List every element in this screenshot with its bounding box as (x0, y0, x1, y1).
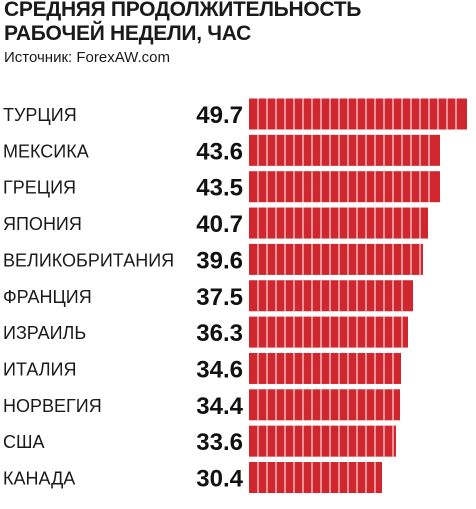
bar (249, 462, 382, 493)
bar (249, 171, 440, 203)
bar (249, 243, 423, 275)
value-label: 33.6 (196, 429, 243, 456)
value-label: 30.4 (196, 466, 243, 493)
chart-title: СРЕДНЯЯ ПРОДОЛЖИТЕЛЬНОСТЬ РАБОЧЕЙ НЕДЕЛИ… (4, 0, 361, 46)
value-label: 39.6 (196, 247, 243, 274)
bar (249, 98, 467, 130)
value-label: 49.7 (196, 102, 243, 129)
category-label: ЯПОНИЯ (3, 214, 82, 234)
category-label: ТУРЦИЯ (3, 105, 77, 125)
chart-source: Источник: ForexAW.com (4, 49, 170, 66)
value-label: 43.5 (196, 175, 243, 202)
category-label: КАНАДА (3, 469, 75, 489)
category-label: МЕКСИКА (3, 141, 89, 161)
category-label: США (3, 432, 45, 452)
bar (249, 352, 401, 384)
chart-title-line-1: СРЕДНЯЯ ПРОДОЛЖИТЕЛЬНОСТЬ (4, 0, 362, 21)
chart-title-line-2: РАБОЧЕЙ НЕДЕЛИ, ЧАС (4, 22, 251, 45)
bar (249, 389, 400, 421)
value-label: 34.6 (196, 356, 243, 383)
category-label: НОРВЕГИЯ (3, 396, 102, 416)
value-label: 43.6 (196, 138, 243, 165)
value-label: 34.4 (196, 393, 243, 420)
bar (249, 134, 440, 166)
category-label: ФРАНЦИЯ (3, 287, 92, 307)
category-label: ИТАЛИЯ (3, 359, 77, 379)
bar (249, 280, 413, 312)
value-label: 36.3 (196, 320, 243, 347)
category-label: ГРЕЦИЯ (3, 178, 76, 198)
bar (249, 425, 396, 457)
value-label: 40.7 (196, 211, 243, 238)
category-label: ВЕЛИКОБРИТАНИЯ (3, 250, 174, 270)
category-label: ИЗРАИЛЬ (3, 323, 86, 343)
value-label: 37.5 (196, 284, 243, 311)
